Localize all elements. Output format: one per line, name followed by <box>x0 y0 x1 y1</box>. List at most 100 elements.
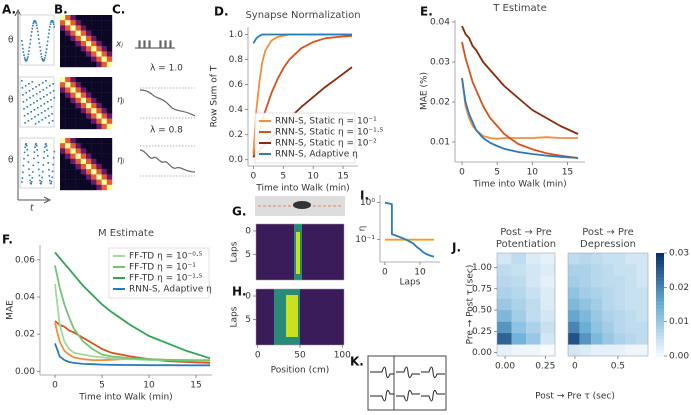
heatmap-cell <box>590 298 603 311</box>
lambda-label: λ = 0.8 <box>150 126 183 136</box>
raster-dot <box>26 148 29 151</box>
raster-dot <box>36 149 38 151</box>
matrix-cell <box>106 30 113 36</box>
matrix-cell <box>91 169 97 175</box>
x-tick-label: 5 <box>494 168 500 178</box>
heatmap-cell <box>540 298 556 311</box>
matrix-cell <box>101 92 107 98</box>
colorbar-step <box>656 277 664 281</box>
heatmap-cell <box>590 321 603 334</box>
heatmap-cell <box>540 321 556 334</box>
heatmap-cell <box>602 264 614 277</box>
heatmap-cell <box>613 321 626 334</box>
colorbar-tick-label: 0.00 <box>669 352 689 362</box>
colorbar-step <box>656 259 664 264</box>
matrix-cell <box>60 77 66 83</box>
y-tick-label: 0.04 <box>430 18 450 28</box>
matrix-cell <box>80 20 87 26</box>
matrix-cell <box>80 97 87 104</box>
heatmap-cell <box>511 264 527 277</box>
raster-dot <box>35 22 37 24</box>
x-axis-label: Time into Walk (min) <box>255 184 349 194</box>
raster-dot <box>43 151 46 153</box>
matrix-cell <box>65 184 71 191</box>
matrix-cell <box>70 179 76 185</box>
matrix-cell <box>96 41 102 47</box>
matrix-cell <box>80 164 87 170</box>
matrix-cell <box>65 35 71 42</box>
raster-dot <box>35 143 37 145</box>
heatmap-cell <box>579 310 592 322</box>
matrix-cell <box>101 169 107 175</box>
matrix-cell <box>70 20 76 26</box>
raster-dot <box>45 51 47 54</box>
matrix-cell <box>80 169 87 175</box>
raster-dot <box>27 161 30 163</box>
matrix-cell <box>86 51 92 57</box>
matrix-cell <box>60 184 66 191</box>
matrix-cell <box>101 15 107 21</box>
raster-dot <box>43 59 45 62</box>
matrix-cell <box>96 25 102 31</box>
matrix-cell <box>75 82 81 88</box>
matrix-cell <box>70 51 76 57</box>
heatmap-cell <box>590 253 603 265</box>
chart-subtitle: Depression <box>580 239 636 250</box>
colorbar-step <box>656 311 664 316</box>
matrix-cell <box>80 41 87 47</box>
raster-dot <box>39 179 41 182</box>
matrix-cell <box>91 56 97 62</box>
matrix-cell <box>65 92 71 98</box>
y-tick-label: 0.06 <box>15 255 35 265</box>
raster-dot <box>23 108 25 110</box>
heatmap-frame <box>255 223 345 281</box>
panel-label: I. <box>360 189 369 203</box>
colorbar-step <box>656 301 664 305</box>
heatmap-cell <box>590 275 603 288</box>
matrix-cell <box>91 15 97 21</box>
raster-dot <box>23 56 26 59</box>
heatmap-cell <box>590 264 603 277</box>
x-tick-label: 5 <box>99 381 105 391</box>
matrix-cell <box>70 143 76 149</box>
raster-dot <box>47 162 49 164</box>
raster-dot <box>52 90 55 92</box>
x-tick-label: 0 <box>572 362 578 372</box>
matrix-cell <box>91 123 97 130</box>
raster-dot <box>44 146 46 148</box>
matrix-cell <box>96 143 102 149</box>
raster-dot <box>30 111 32 113</box>
x-axis-label: Time into Walk (min) <box>472 180 566 190</box>
matrix-cell <box>91 143 97 149</box>
matrix-cell <box>60 138 66 144</box>
matrix-cell <box>60 82 66 88</box>
raster-dot <box>31 27 34 30</box>
raster-dot <box>48 115 50 117</box>
matrix-cell <box>70 97 76 104</box>
raster-dot <box>29 42 31 45</box>
x-tick-label: 0 <box>459 168 465 178</box>
matrix-cell <box>80 77 87 83</box>
matrix-cell <box>86 20 92 26</box>
matrix-cell <box>86 97 92 104</box>
heatmap-cell <box>579 264 592 277</box>
heatmap-cell <box>511 298 527 311</box>
raster-dot <box>28 90 31 92</box>
heatmap-cell <box>602 253 614 265</box>
legend-label: RNN-S, Static η = 10⁻¹ <box>275 117 377 127</box>
raster-dot <box>37 154 39 157</box>
heatmap-cell <box>602 310 614 322</box>
matrix-cell <box>91 51 97 57</box>
raster-dot <box>46 101 49 103</box>
mouse <box>293 201 311 209</box>
matrix-cell <box>91 97 97 104</box>
colorbar-step <box>656 349 664 353</box>
heatmap-cell <box>526 344 541 357</box>
raster-dot <box>52 156 55 159</box>
matrix-cell <box>86 123 92 130</box>
matrix-cell <box>86 56 92 62</box>
legend-label: RNN-S, Adaptive η <box>275 150 358 160</box>
heatmap-cell <box>602 275 614 288</box>
matrix-cell <box>60 15 66 21</box>
matrix-cell <box>106 46 113 52</box>
